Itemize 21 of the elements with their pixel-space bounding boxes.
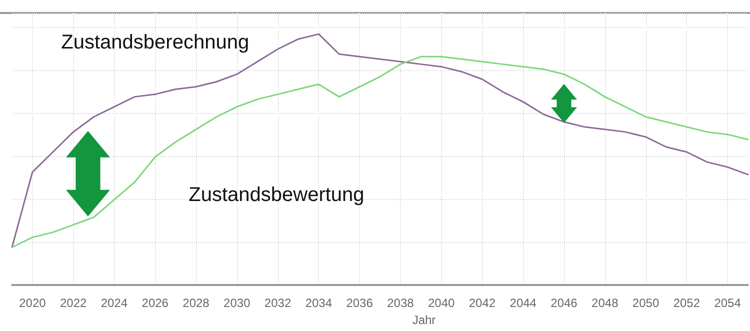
- x-tick-label: 2054: [714, 296, 742, 310]
- x-tick-label: 2038: [387, 296, 414, 310]
- x-tick-label: 2046: [550, 296, 578, 310]
- x-axis-title: Jahr: [412, 312, 436, 327]
- x-tick-label: 2044: [510, 296, 537, 310]
- x-tick-label: 2030: [224, 296, 251, 310]
- x-tick-label: 2034: [305, 296, 332, 310]
- x-tick-label: 2048: [592, 296, 619, 310]
- x-tick-label: 2042: [468, 296, 496, 310]
- x-tick-label: 2050: [632, 296, 660, 310]
- x-tick-label: 2028: [182, 296, 210, 310]
- text: Zustandsbewertung: [188, 184, 364, 206]
- x-tick-label: 2040: [428, 296, 456, 310]
- x-tick-label: 2036: [346, 296, 374, 310]
- x-tick-label: 2024: [100, 296, 128, 310]
- x-tick-label: 2022: [60, 296, 88, 310]
- x-tick-label: 2026: [142, 296, 169, 310]
- x-tick-label: 2032: [264, 296, 292, 310]
- x-tick-label: 2020: [19, 296, 46, 310]
- series-label: Zustandsberechnung: [61, 31, 250, 54]
- x-tick-label: 2052: [673, 296, 700, 310]
